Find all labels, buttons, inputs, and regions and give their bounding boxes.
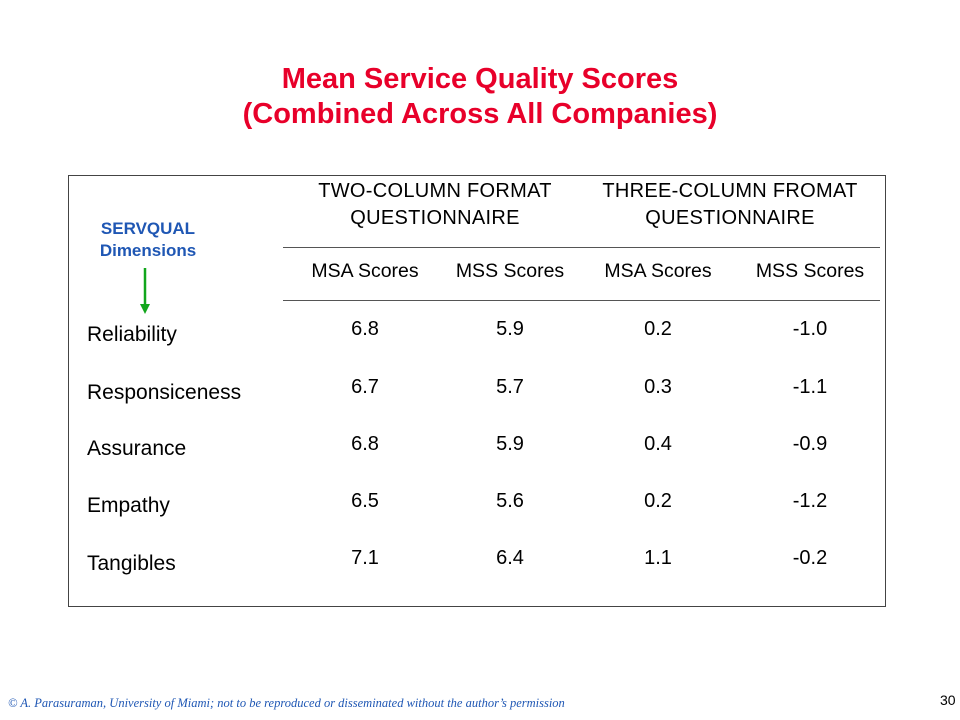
group-header-two-column-line-1: TWO-COLUMN FORMAT	[318, 180, 552, 202]
servqual-line-1: SERVQUAL	[100, 219, 196, 238]
cell: 5.9	[496, 318, 524, 340]
title-line-1: Mean Service Quality Scores	[281, 63, 679, 95]
cell: 5.9	[496, 433, 524, 455]
cell: -0.2	[792, 547, 828, 569]
cell: 0.2	[644, 318, 672, 340]
cell: 6.8	[351, 318, 379, 340]
group-header-three-column-line-2: QUESTIONNAIRE	[645, 207, 815, 229]
row-label-reliability: Reliability	[87, 323, 177, 346]
cell: 6.7	[351, 376, 379, 398]
cell: 0.3	[644, 376, 672, 398]
cell: 7.1	[351, 547, 379, 569]
cell: 1.1	[644, 547, 672, 569]
cell: 5.7	[496, 376, 524, 398]
cell: 5.6	[496, 490, 524, 512]
row-label-responsiceness: Responsiceness	[87, 381, 242, 404]
arrow-down-icon	[140, 268, 150, 314]
header-divider-top	[283, 247, 880, 248]
cell: -1.2	[792, 490, 828, 512]
cell: 6.5	[351, 490, 379, 512]
group-header-three-column-line-1: THREE-COLUMN FROMAT	[602, 180, 858, 202]
column-header-mss-three: MSS Scores	[755, 260, 865, 282]
cell: -0.9	[792, 433, 828, 455]
copyright-footer: © A. Parasuraman, University of Miami; n…	[8, 696, 565, 710]
title-line-2: (Combined Across All Companies)	[242, 98, 718, 130]
cell: 6.4	[496, 547, 524, 569]
cell: -1.1	[792, 376, 828, 398]
cell: 0.2	[644, 490, 672, 512]
row-label-empathy: Empathy	[87, 494, 170, 517]
row-label-tangibles: Tangibles	[87, 552, 176, 575]
page-number: 30	[940, 692, 956, 708]
scores-table-frame	[68, 175, 886, 607]
group-header-three-column: THREE-COLUMN FROMAT QUESTIONNAIRE	[580, 178, 880, 232]
cell: 6.8	[351, 433, 379, 455]
group-header-two-column-line-2: QUESTIONNAIRE	[350, 207, 520, 229]
group-header-two-column: TWO-COLUMN FORMAT QUESTIONNAIRE	[290, 178, 580, 232]
servqual-dimensions-label: SERVQUAL Dimensions	[78, 218, 218, 262]
column-header-mss-two: MSS Scores	[455, 260, 565, 282]
cell: -1.0	[792, 318, 828, 340]
slide-title: Mean Service Quality Scores (Combined Ac…	[0, 62, 960, 132]
column-header-msa-three: MSA Scores	[604, 260, 712, 282]
row-label-assurance: Assurance	[87, 437, 187, 460]
column-header-msa-two: MSA Scores	[311, 260, 419, 282]
cell: 0.4	[644, 433, 672, 455]
servqual-line-2: Dimensions	[99, 241, 197, 260]
header-divider-bottom	[283, 300, 880, 301]
